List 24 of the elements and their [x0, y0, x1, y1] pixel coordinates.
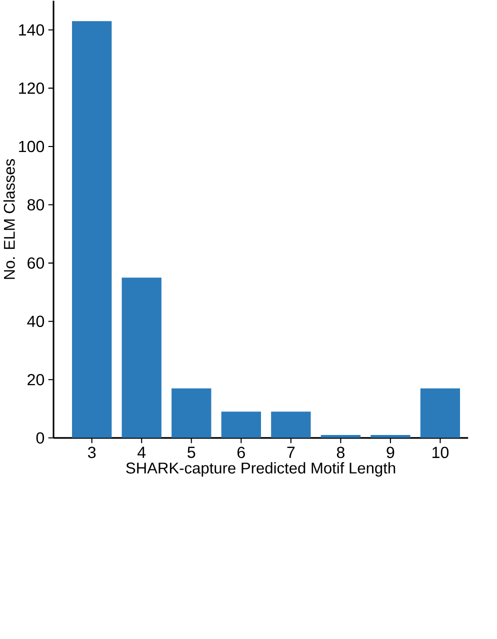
x-tick-label: 7 — [287, 446, 295, 458]
x-tick-label: 5 — [188, 446, 196, 458]
x-tick-label: 10 — [432, 446, 449, 458]
y-tick-label: 60 — [28, 257, 44, 269]
bar — [72, 21, 112, 438]
y-tick-label: 0 — [36, 432, 44, 444]
y-tick-label: 100 — [19, 140, 44, 152]
y-tick-label: 40 — [27, 316, 44, 328]
y-tick-label: 80 — [28, 199, 44, 210]
bar — [221, 412, 262, 438]
x-tick-label: 9 — [386, 446, 394, 458]
x-tick-label: 3 — [88, 446, 96, 458]
x-tick-label: 8 — [337, 446, 345, 458]
x-tick-label: 6 — [238, 446, 245, 458]
y-tick-label: 140 — [19, 24, 44, 36]
y-tick-label: 120 — [19, 82, 44, 94]
bar — [122, 278, 162, 438]
x-axis-title: SHARK-capture Predicted Motif Length — [126, 462, 396, 477]
y-axis-title: No. ELM Classes — [4, 159, 15, 279]
bar — [172, 388, 212, 438]
bar — [420, 388, 460, 438]
bar — [271, 412, 311, 438]
y-tick-label: 20 — [28, 374, 44, 386]
x-tick-label: 4 — [138, 446, 146, 458]
